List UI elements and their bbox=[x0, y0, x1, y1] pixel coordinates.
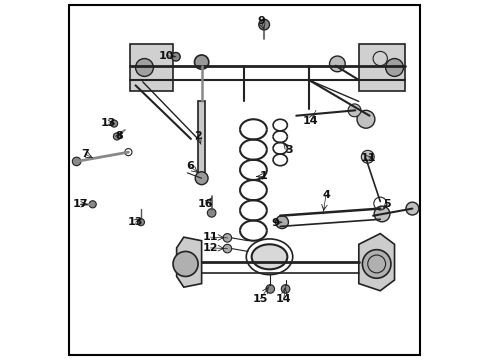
Text: 15: 15 bbox=[252, 294, 268, 303]
Circle shape bbox=[347, 104, 360, 117]
Circle shape bbox=[362, 249, 390, 278]
Text: 14: 14 bbox=[275, 294, 291, 303]
Text: 14: 14 bbox=[302, 116, 318, 126]
Text: 5: 5 bbox=[383, 199, 390, 209]
Text: 11: 11 bbox=[203, 232, 218, 242]
Circle shape bbox=[258, 19, 269, 30]
Circle shape bbox=[275, 216, 288, 229]
Circle shape bbox=[110, 120, 118, 127]
Ellipse shape bbox=[251, 244, 287, 269]
Polygon shape bbox=[130, 44, 173, 91]
Circle shape bbox=[173, 251, 198, 276]
Circle shape bbox=[171, 53, 180, 61]
Circle shape bbox=[135, 59, 153, 76]
Circle shape bbox=[265, 285, 274, 293]
Circle shape bbox=[405, 202, 418, 215]
Circle shape bbox=[373, 206, 389, 222]
Circle shape bbox=[223, 234, 231, 242]
Text: 1: 1 bbox=[259, 171, 266, 181]
Circle shape bbox=[89, 201, 96, 208]
Text: 6: 6 bbox=[186, 161, 194, 171]
Text: 9: 9 bbox=[270, 218, 278, 228]
Circle shape bbox=[223, 244, 231, 253]
Text: 9: 9 bbox=[257, 16, 265, 26]
Circle shape bbox=[281, 285, 289, 293]
Circle shape bbox=[113, 133, 121, 140]
Text: 8: 8 bbox=[115, 131, 122, 141]
Text: 16: 16 bbox=[198, 199, 213, 209]
Circle shape bbox=[361, 150, 373, 163]
Polygon shape bbox=[198, 102, 205, 173]
Text: 10: 10 bbox=[159, 51, 174, 61]
Text: 13: 13 bbox=[101, 118, 116, 128]
Text: 12: 12 bbox=[203, 243, 218, 253]
Text: 11: 11 bbox=[360, 153, 376, 163]
Polygon shape bbox=[358, 44, 405, 91]
Circle shape bbox=[137, 219, 144, 226]
Polygon shape bbox=[176, 237, 201, 287]
Text: 13: 13 bbox=[127, 217, 143, 227]
Text: 4: 4 bbox=[322, 190, 329, 200]
Circle shape bbox=[329, 56, 345, 72]
Text: 3: 3 bbox=[285, 145, 292, 155]
Circle shape bbox=[72, 157, 81, 166]
Polygon shape bbox=[358, 234, 394, 291]
Circle shape bbox=[207, 208, 216, 217]
Circle shape bbox=[195, 172, 207, 185]
Text: 17: 17 bbox=[72, 199, 88, 209]
Circle shape bbox=[385, 59, 403, 76]
Circle shape bbox=[356, 111, 374, 128]
Text: 7: 7 bbox=[81, 149, 89, 159]
Text: 2: 2 bbox=[194, 131, 202, 141]
Circle shape bbox=[194, 55, 208, 69]
